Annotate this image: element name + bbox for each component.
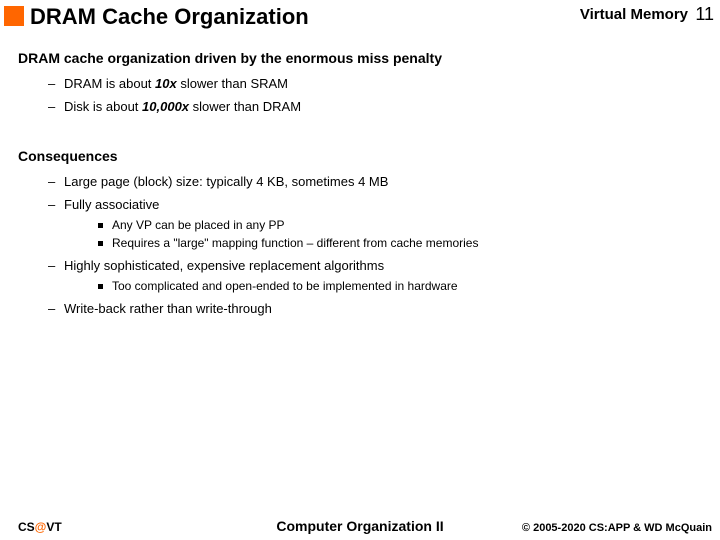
list-item: Too complicated and open-ended to be imp…	[98, 279, 702, 293]
list-item: Fully associative Any VP can be placed i…	[48, 197, 702, 250]
list-item: Requires a "large" mapping function – di…	[98, 236, 702, 250]
sub-bullet-list: Any VP can be placed in any PP Requires …	[64, 218, 702, 250]
slide-footer: CS@VT Computer Organization II © 2005-20…	[0, 514, 720, 534]
text: slower than DRAM	[189, 99, 301, 114]
text: Large page (block) size: typically 4 KB,…	[64, 174, 388, 189]
list-item: Any VP can be placed in any PP	[98, 218, 702, 232]
section-heading: DRAM cache organization driven by the en…	[18, 50, 702, 66]
accent-square-icon	[4, 6, 24, 26]
slide-topic: Virtual Memory	[580, 6, 688, 23]
text: Requires a "large" mapping function – di…	[112, 236, 478, 250]
slide-title: DRAM Cache Organization	[30, 4, 309, 30]
section-heading: Consequences	[18, 148, 702, 164]
emphasis: 10x	[155, 76, 177, 91]
text: Highly sophisticated, expensive replacem…	[64, 258, 384, 273]
page-number: 11	[695, 4, 714, 25]
bullet-list: DRAM is about 10x slower than SRAM Disk …	[18, 76, 702, 114]
slide: DRAM Cache Organization Virtual Memory 1…	[0, 0, 720, 540]
list-item: DRAM is about 10x slower than SRAM	[48, 76, 702, 91]
text: Fully associative	[64, 197, 159, 212]
emphasis: 10,000x	[142, 99, 189, 114]
text: Any VP can be placed in any PP	[112, 218, 285, 232]
list-item: Large page (block) size: typically 4 KB,…	[48, 174, 702, 189]
list-item: Highly sophisticated, expensive replacem…	[48, 258, 702, 293]
bullet-list: Large page (block) size: typically 4 KB,…	[18, 174, 702, 316]
text: Disk is about	[64, 99, 142, 114]
text: DRAM is about	[64, 76, 155, 91]
list-item: Write-back rather than write-through	[48, 301, 702, 316]
footer-right: © 2005-2020 CS:APP & WD McQuain	[522, 522, 712, 534]
text: slower than SRAM	[177, 76, 288, 91]
text: Write-back rather than write-through	[64, 301, 272, 316]
text: Too complicated and open-ended to be imp…	[112, 279, 458, 293]
slide-header: DRAM Cache Organization Virtual Memory 1…	[0, 0, 720, 36]
slide-body: DRAM cache organization driven by the en…	[0, 36, 720, 316]
list-item: Disk is about 10,000x slower than DRAM	[48, 99, 702, 114]
sub-bullet-list: Too complicated and open-ended to be imp…	[64, 279, 702, 293]
